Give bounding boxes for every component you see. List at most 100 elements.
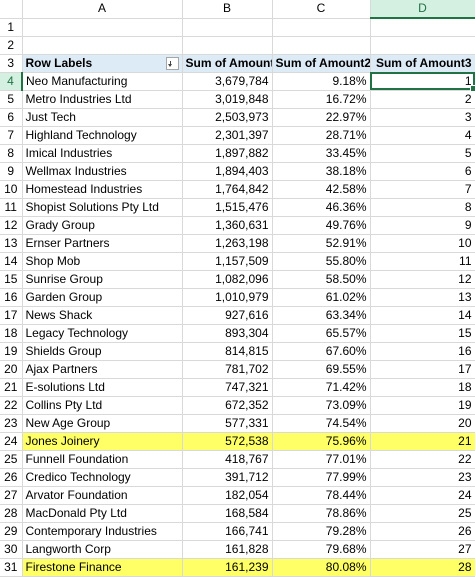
- rank-cell[interactable]: [370, 36, 475, 55]
- sum-amount-header[interactable]: Sum of Amount: [182, 54, 273, 73]
- cumulative-percent-cell[interactable]: 61.02%: [272, 288, 371, 307]
- amount-cell[interactable]: 161,239: [182, 558, 273, 577]
- column-header-a[interactable]: A: [22, 0, 183, 19]
- company-name-cell[interactable]: Garden Group: [22, 288, 183, 307]
- row-header[interactable]: 4: [0, 72, 23, 91]
- company-name-cell[interactable]: Collins Pty Ltd: [22, 396, 183, 415]
- amount-cell[interactable]: 747,321: [182, 378, 273, 397]
- row-header[interactable]: 13: [0, 234, 23, 253]
- row-header[interactable]: 23: [0, 414, 23, 433]
- company-name-cell[interactable]: Imical Industries: [22, 144, 183, 163]
- company-name-cell[interactable]: Contemporary Industries: [22, 522, 183, 541]
- row-header[interactable]: 30: [0, 540, 23, 559]
- company-name-cell[interactable]: Arvator Foundation: [22, 486, 183, 505]
- row-header[interactable]: 28: [0, 504, 23, 523]
- cumulative-percent-cell[interactable]: 65.57%: [272, 324, 371, 343]
- rank-cell[interactable]: 19: [370, 396, 475, 415]
- row-header[interactable]: 12: [0, 216, 23, 235]
- cumulative-percent-cell[interactable]: 75.96%: [272, 432, 371, 451]
- row-header[interactable]: 5: [0, 90, 23, 109]
- cumulative-percent-cell[interactable]: 52.91%: [272, 234, 371, 253]
- row-header[interactable]: 27: [0, 486, 23, 505]
- amount-cell[interactable]: 161,828: [182, 540, 273, 559]
- rank-cell[interactable]: 26: [370, 522, 475, 541]
- amount-cell[interactable]: 182,054: [182, 486, 273, 505]
- amount-cell[interactable]: 814,815: [182, 342, 273, 361]
- amount-cell[interactable]: 577,331: [182, 414, 273, 433]
- rank-cell[interactable]: 18: [370, 378, 475, 397]
- amount-cell[interactable]: 1,263,198: [182, 234, 273, 253]
- cumulative-percent-cell[interactable]: 69.55%: [272, 360, 371, 379]
- row-header[interactable]: 29: [0, 522, 23, 541]
- company-name-cell[interactable]: Shop Mob: [22, 252, 183, 271]
- column-header-d[interactable]: D: [370, 0, 475, 19]
- rank-cell[interactable]: 14: [370, 306, 475, 325]
- amount-cell[interactable]: 2,301,397: [182, 126, 273, 145]
- cumulative-percent-cell[interactable]: 9.18%: [272, 72, 371, 91]
- cumulative-percent-cell[interactable]: 33.45%: [272, 144, 371, 163]
- company-name-cell[interactable]: New Age Group: [22, 414, 183, 433]
- amount-cell[interactable]: 1,515,476: [182, 198, 273, 217]
- rank-cell[interactable]: 16: [370, 342, 475, 361]
- row-header[interactable]: 19: [0, 342, 23, 361]
- row-header[interactable]: 8: [0, 144, 23, 163]
- row-header[interactable]: 25: [0, 450, 23, 469]
- company-name-cell[interactable]: Ajax Partners: [22, 360, 183, 379]
- amount-cell[interactable]: 672,352: [182, 396, 273, 415]
- row-header[interactable]: 9: [0, 162, 23, 181]
- rank-cell[interactable]: 7: [370, 180, 475, 199]
- company-name-cell[interactable]: Highland Technology: [22, 126, 183, 145]
- rank-cell[interactable]: 13: [370, 288, 475, 307]
- company-name-cell[interactable]: Langworth Corp: [22, 540, 183, 559]
- cumulative-percent-cell[interactable]: 16.72%: [272, 90, 371, 109]
- rank-cell[interactable]: 15: [370, 324, 475, 343]
- cumulative-percent-cell[interactable]: 42.58%: [272, 180, 371, 199]
- company-name-cell[interactable]: Firestone Finance: [22, 558, 183, 577]
- cumulative-percent-cell[interactable]: 79.68%: [272, 540, 371, 559]
- cumulative-percent-cell[interactable]: 74.54%: [272, 414, 371, 433]
- row-header[interactable]: 17: [0, 306, 23, 325]
- row-header[interactable]: 10: [0, 180, 23, 199]
- amount-cell[interactable]: 168,584: [182, 504, 273, 523]
- cumulative-percent-cell[interactable]: 78.86%: [272, 504, 371, 523]
- amount-cell[interactable]: 893,304: [182, 324, 273, 343]
- amount-cell[interactable]: 1,897,882: [182, 144, 273, 163]
- cumulative-percent-cell[interactable]: 71.42%: [272, 378, 371, 397]
- company-name-cell[interactable]: Credico Technology: [22, 468, 183, 487]
- company-name-cell[interactable]: Jones Joinery: [22, 432, 183, 451]
- cumulative-percent-cell[interactable]: 49.76%: [272, 216, 371, 235]
- amount-cell[interactable]: 1,157,509: [182, 252, 273, 271]
- amount-cell[interactable]: 781,702: [182, 360, 273, 379]
- row-header[interactable]: 24: [0, 432, 23, 451]
- row-header[interactable]: 18: [0, 324, 23, 343]
- cumulative-percent-cell[interactable]: [272, 18, 371, 37]
- amount-cell[interactable]: 391,712: [182, 468, 273, 487]
- row-header[interactable]: 16: [0, 288, 23, 307]
- row-header[interactable]: 7: [0, 126, 23, 145]
- column-header-b[interactable]: B: [182, 0, 273, 19]
- cumulative-percent-cell[interactable]: 58.50%: [272, 270, 371, 289]
- rank-cell[interactable]: 27: [370, 540, 475, 559]
- amount-cell[interactable]: 3,019,848: [182, 90, 273, 109]
- rank-cell[interactable]: 28: [370, 558, 475, 577]
- amount-cell[interactable]: 1,360,631: [182, 216, 273, 235]
- amount-cell[interactable]: 927,616: [182, 306, 273, 325]
- row-header[interactable]: 22: [0, 396, 23, 415]
- amount-cell[interactable]: 418,767: [182, 450, 273, 469]
- rank-cell[interactable]: 23: [370, 468, 475, 487]
- rank-cell[interactable]: 10: [370, 234, 475, 253]
- cumulative-percent-cell[interactable]: 28.71%: [272, 126, 371, 145]
- company-name-cell[interactable]: [22, 18, 183, 37]
- row-header[interactable]: 11: [0, 198, 23, 217]
- company-name-cell[interactable]: Legacy Technology: [22, 324, 183, 343]
- row-header[interactable]: 1: [0, 18, 23, 37]
- rank-cell[interactable]: 12: [370, 270, 475, 289]
- rank-cell[interactable]: 5: [370, 144, 475, 163]
- cumulative-percent-cell[interactable]: 63.34%: [272, 306, 371, 325]
- amount-cell[interactable]: 166,741: [182, 522, 273, 541]
- row-header[interactable]: 6: [0, 108, 23, 127]
- row-header[interactable]: 2: [0, 36, 23, 55]
- cumulative-percent-cell[interactable]: 78.44%: [272, 486, 371, 505]
- row-header[interactable]: 3: [0, 54, 23, 73]
- rank-cell[interactable]: 17: [370, 360, 475, 379]
